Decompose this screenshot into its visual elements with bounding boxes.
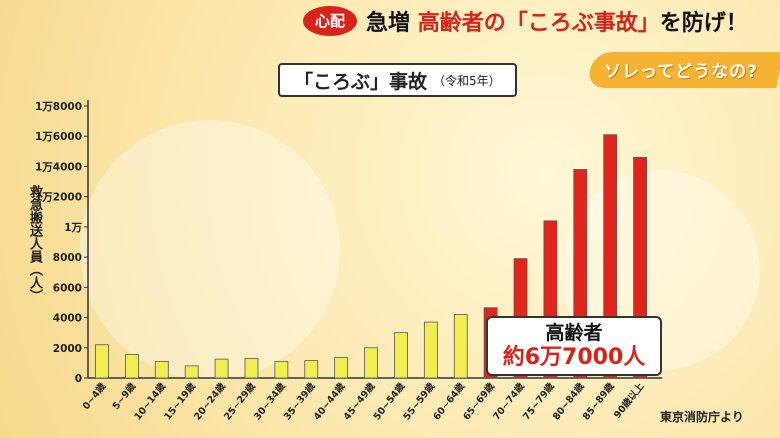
y-tick-label: 0 [75,373,82,385]
headline-lead: 急増 [366,11,411,36]
x-tick-label: 85~89歳 [580,380,617,422]
bar [184,365,199,379]
callout-value: 約6万7000人 [502,345,646,370]
y-tick-label: 1万 [64,222,82,234]
worry-badge: 心配 [303,6,357,36]
y-tick-label: 8000 [53,252,82,264]
headline-highlight: 高齢者の「ころぶ事故」 [417,11,660,36]
y-tick-label: 1万6000 [35,131,82,143]
y-tick-label: 1万4000 [35,161,82,173]
chart-title-main: 「ころぶ」事故 [294,70,428,93]
bar [154,360,169,379]
headline: 急増 高齢者の「ころぶ事故」を防げ！ [366,5,748,37]
source-credit: 東京消防庁より [660,410,744,424]
corner-banner-text: ソレってどうなの? [604,62,759,82]
bar [394,332,408,379]
y-tick-label: 6000 [53,282,82,294]
bar [124,354,139,379]
callout-title: 高齢者 [545,322,603,344]
x-tick-label: 5~9歳 [110,380,139,412]
x-tick-label: 0~4歳 [80,380,109,412]
bar [274,360,289,379]
background-glow [80,120,340,380]
bar [244,357,259,379]
headline-bar: 心配 急増 高齢者の「ころぶ事故」を防げ！ [0,0,780,40]
y-tick-label: 4000 [53,313,82,325]
chart-title: 「ころぶ」事故 （令和5年） [278,63,517,97]
y-tick-label: 2000 [53,343,82,355]
elderly-callout: 高齢者 約6万7000人 [486,316,662,376]
bar [453,314,468,379]
headline-tail: を防げ！ [659,11,748,36]
bar [304,360,319,379]
bar [95,344,109,379]
chart-title-sub: （令和5年） [433,73,501,88]
bar [214,358,229,379]
bar [364,347,378,379]
y-tick-label: 1万8000 [35,101,82,113]
y-axis-label: 救急搬送人員（人） [27,185,42,302]
bar [423,321,438,379]
x-tick-label: 90歳以上 [611,380,646,421]
y-tick-label: 1万2000 [35,192,82,204]
bar [334,357,349,379]
